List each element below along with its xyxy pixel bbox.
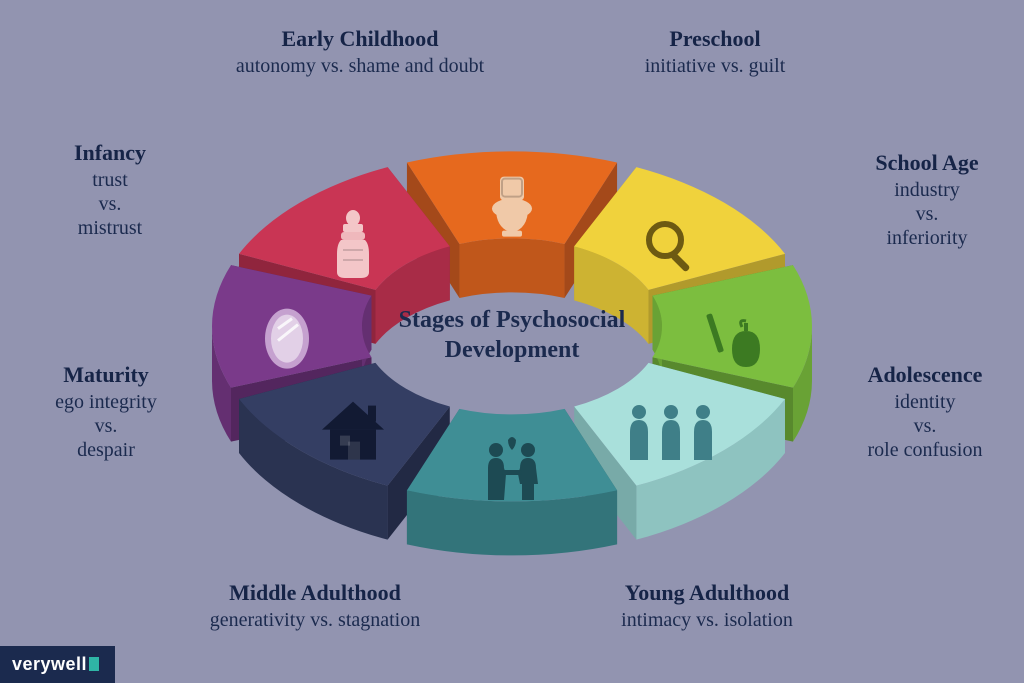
stage-conflict: initiative vs. guilt (590, 54, 840, 78)
stage-conflict: industryvs.inferiority (842, 178, 1012, 250)
label-middle-adulthood: Middle Adulthoodgenerativity vs. stagnat… (150, 580, 480, 632)
toilet-icon (484, 175, 540, 244)
label-preschool: Preschoolinitiative vs. guilt (590, 26, 840, 78)
stage-title: Young Adulthood (562, 580, 852, 606)
couple-icon (472, 434, 552, 509)
house-icon (318, 400, 388, 469)
mirror-icon (262, 307, 312, 376)
magnifier-icon (641, 216, 701, 281)
stage-conflict: autonomy vs. shame and doubt (200, 54, 520, 78)
brand-text: verywell (12, 654, 87, 674)
label-maturity: Maturityego integrityvs.despair (16, 362, 196, 462)
bottle-icon (333, 210, 373, 285)
label-school-age: School Ageindustryvs.inferiority (842, 150, 1012, 250)
center-title: Stages of Psychosocial Development (372, 304, 652, 364)
stage-title: Preschool (590, 26, 840, 52)
stage-title: Infancy (40, 140, 180, 166)
stage-title: School Age (842, 150, 1012, 176)
stage-conflict: ego integrityvs.despair (16, 390, 196, 462)
apple-pencil-icon (702, 309, 772, 374)
stage-title: Adolescence (830, 362, 1020, 388)
brand-logo: verywell (0, 646, 115, 683)
brand-accent (89, 657, 99, 671)
label-early-childhood: Early Childhoodautonomy vs. shame and do… (200, 26, 520, 78)
label-infancy: Infancytrustvs.mistrust (40, 140, 180, 240)
stage-conflict: identityvs.role confusion (830, 390, 1020, 462)
stage-conflict: intimacy vs. isolation (562, 608, 852, 632)
stage-conflict: generativity vs. stagnation (150, 608, 480, 632)
stage-title: Early Childhood (200, 26, 520, 52)
stage-title: Middle Adulthood (150, 580, 480, 606)
label-young-adulthood: Young Adulthoodintimacy vs. isolation (562, 580, 852, 632)
people-group-icon (626, 402, 716, 467)
stage-conflict: trustvs.mistrust (40, 168, 180, 240)
label-adolescence: Adolescenceidentityvs.role confusion (830, 362, 1020, 462)
stage-title: Maturity (16, 362, 196, 388)
